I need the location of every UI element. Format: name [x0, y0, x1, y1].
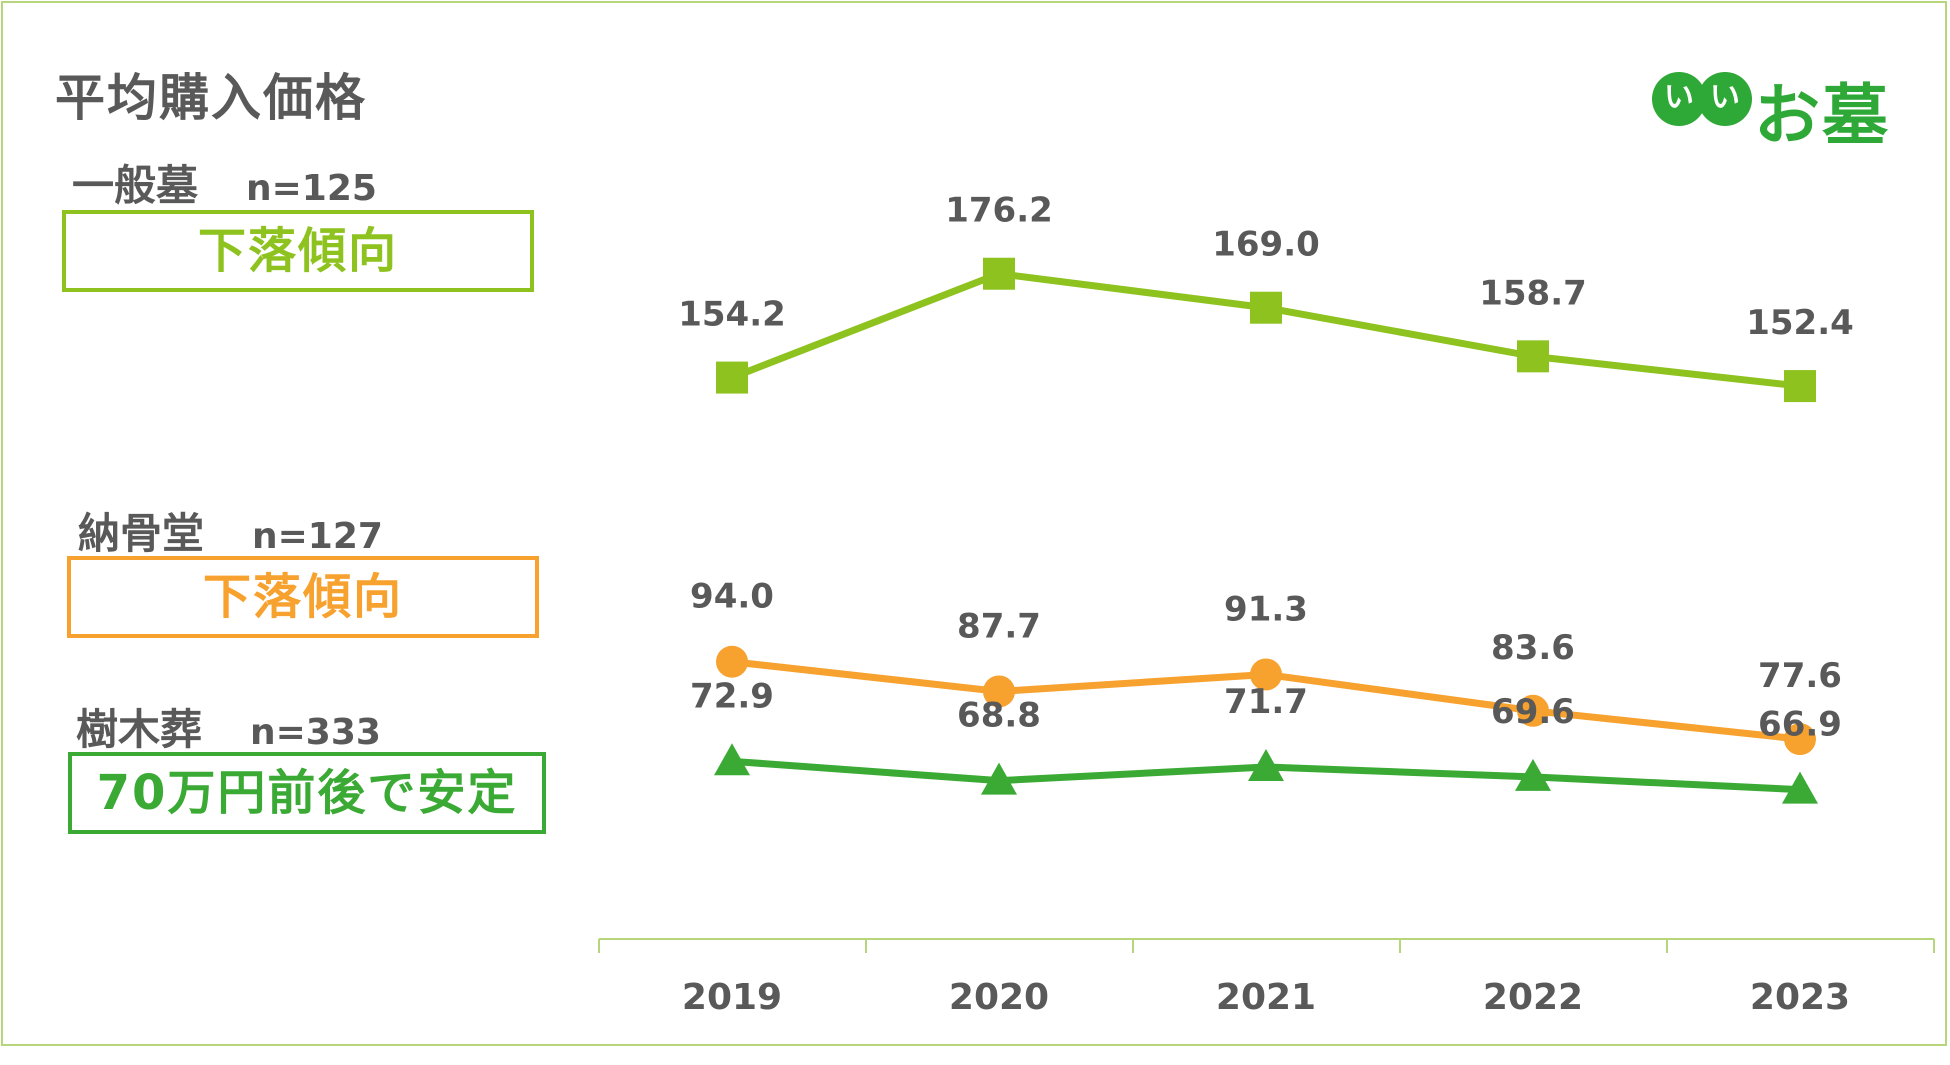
data-label-tree-2021: 71.7	[1224, 682, 1308, 722]
series-ossuary: 94.0 87.7 91.3 83.6 77.6	[690, 577, 1842, 756]
data-point-tree-2023	[1782, 771, 1818, 804]
data-point-ossuary-2021	[1250, 658, 1282, 691]
data-label-tree-2019: 72.9	[690, 676, 774, 716]
data-point-ossuary-2019	[716, 645, 748, 678]
data-point-ossuary-2020	[983, 675, 1015, 708]
data-label-general-2021: 169.0	[1212, 225, 1320, 265]
series-tree: 72.9 68.8 71.7 69.6 66.9	[690, 676, 1842, 804]
chart-frame	[1, 1, 1947, 1046]
series-name: 樹木葬	[76, 705, 203, 754]
logo-circle-1: い	[1652, 72, 1706, 126]
data-label-ossuary-2020: 87.7	[957, 606, 1041, 646]
chart-title: 平均購入価格	[55, 69, 367, 127]
series-sample-size: n=333	[250, 712, 381, 753]
data-point-ossuary-2023	[1784, 723, 1816, 756]
trend-box-general: 下落傾向	[62, 210, 534, 292]
data-point-general-2020	[983, 257, 1015, 290]
data-point-tree-2022	[1515, 758, 1551, 791]
data-point-tree-2020	[981, 762, 1017, 795]
data-point-tree-2019	[714, 743, 750, 776]
data-point-ossuary-2022	[1517, 694, 1549, 727]
trend-box-ossuary: 下落傾向	[67, 556, 539, 638]
data-label-ossuary-2021: 91.3	[1224, 589, 1308, 629]
data-point-general-2022	[1517, 340, 1549, 373]
data-label-general-2019: 154.2	[678, 295, 786, 335]
series-line-general	[730, 270, 1801, 390]
series-label-general: 一般墓 n=125	[72, 152, 377, 213]
data-label-tree-2023: 66.9	[1758, 705, 1842, 745]
data-label-ossuary-2022: 83.6	[1491, 628, 1575, 668]
x-tick-label-2020: 2020	[949, 977, 1049, 1018]
brand-logo: い い お墓	[1652, 62, 1892, 154]
data-label-general-2023: 152.4	[1746, 303, 1854, 343]
data-label-general-2022: 158.7	[1479, 273, 1587, 313]
data-label-ossuary-2019: 94.0	[690, 577, 774, 617]
trend-box-tree: 70万円前後で安定	[68, 752, 546, 834]
x-tick-label-2021: 2021	[1216, 977, 1316, 1018]
data-point-general-2023	[1784, 370, 1816, 403]
data-label-tree-2022: 69.6	[1491, 692, 1575, 732]
data-point-general-2019	[716, 361, 748, 394]
series-sample-size: n=127	[252, 516, 383, 557]
series-label-tree: 樹木葬 n=333	[76, 696, 381, 757]
series-name: 一般墓	[72, 161, 199, 210]
data-label-tree-2020: 68.8	[957, 696, 1041, 736]
series-label-ossuary: 納骨堂 n=127	[78, 500, 383, 561]
data-point-general-2021	[1250, 291, 1282, 324]
series-name: 納骨堂	[78, 509, 205, 558]
data-label-general-2020: 176.2	[945, 191, 1053, 231]
logo-text: お墓	[1754, 77, 1890, 154]
data-label-ossuary-2023: 77.6	[1758, 656, 1842, 696]
x-tick-label-2022: 2022	[1483, 977, 1583, 1018]
x-tick-label-2019: 2019	[682, 977, 782, 1018]
series-sample-size: n=125	[246, 168, 377, 209]
logo-circle-2: い	[1698, 72, 1752, 126]
x-tick-label-2023: 2023	[1750, 977, 1850, 1018]
data-point-tree-2021	[1248, 748, 1284, 781]
series-general: 154.2 176.2 169.0 158.7 152.4	[678, 191, 1854, 403]
